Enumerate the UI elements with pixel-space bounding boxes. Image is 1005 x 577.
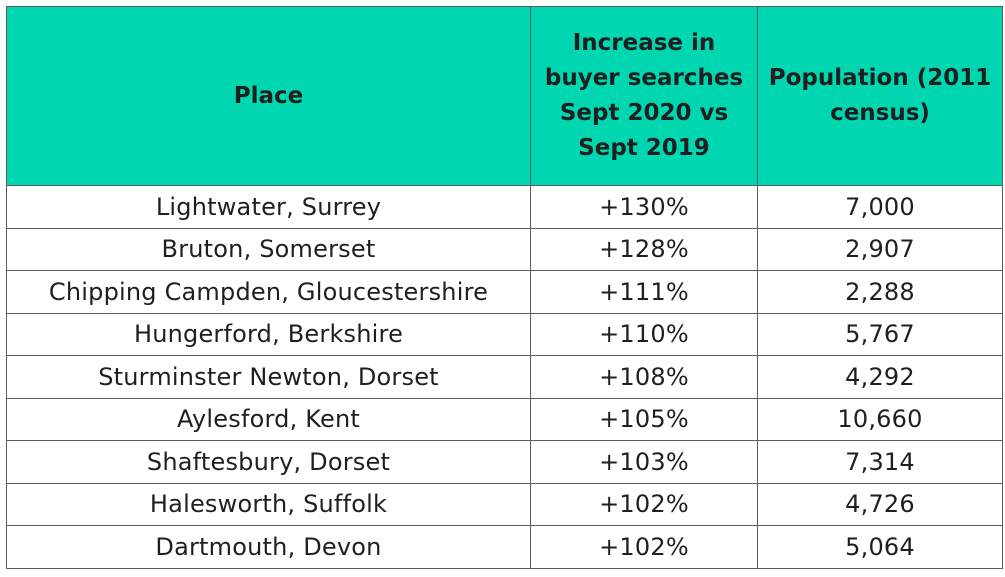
cell-population: 4,726 <box>757 482 1003 526</box>
header-increase: Increase in buyer searches Sept 2020 vs … <box>530 6 758 186</box>
cell-place: Bruton, Somerset <box>6 227 531 271</box>
cell-population: 4,292 <box>757 355 1003 399</box>
cell-increase: +130% <box>530 185 758 229</box>
header-place: Place <box>6 6 531 186</box>
header-population-label: Population (2011 census) <box>768 65 992 126</box>
cell-population: 2,288 <box>757 270 1003 314</box>
cell-place: Aylesford, Kent <box>6 397 531 441</box>
cell-increase: +103% <box>530 440 758 484</box>
table-row: Chipping Campden, Gloucestershire +111% … <box>6 270 1003 314</box>
cell-increase: +102% <box>530 525 758 569</box>
cell-population: 5,767 <box>757 312 1003 356</box>
cell-population: 7,314 <box>757 440 1003 484</box>
cell-increase: +102% <box>530 482 758 526</box>
cell-increase: +128% <box>530 227 758 271</box>
cell-increase: +108% <box>530 355 758 399</box>
header-population: Population (2011 census) <box>757 6 1003 186</box>
cell-increase: +110% <box>530 312 758 356</box>
cell-increase: +111% <box>530 270 758 314</box>
table-row: Aylesford, Kent +105% 10,660 <box>6 397 1003 441</box>
cell-place: Chipping Campden, Gloucestershire <box>6 270 531 314</box>
header-row: Place Increase in buyer searches Sept 20… <box>6 6 1003 186</box>
table-row: Lightwater, Surrey +130% 7,000 <box>6 185 1003 229</box>
cell-place: Hungerford, Berkshire <box>6 312 531 356</box>
buyer-searches-table: Place Increase in buyer searches Sept 20… <box>6 6 1003 569</box>
cell-place: Dartmouth, Devon <box>6 525 531 569</box>
table-row: Shaftesbury, Dorset +103% 7,314 <box>6 440 1003 484</box>
cell-increase: +105% <box>530 397 758 441</box>
table-row: Halesworth, Suffolk +102% 4,726 <box>6 482 1003 526</box>
table-row: Hungerford, Berkshire +110% 5,767 <box>6 312 1003 356</box>
cell-place: Shaftesbury, Dorset <box>6 440 531 484</box>
header-increase-label: Increase in buyer searches Sept 2020 vs … <box>544 30 744 161</box>
cell-population: 7,000 <box>757 185 1003 229</box>
table-row: Sturminster Newton, Dorset +108% 4,292 <box>6 355 1003 399</box>
cell-population: 10,660 <box>757 397 1003 441</box>
cell-place: Sturminster Newton, Dorset <box>6 355 531 399</box>
cell-population: 2,907 <box>757 227 1003 271</box>
table-row: Dartmouth, Devon +102% 5,064 <box>6 525 1003 569</box>
table-row: Bruton, Somerset +128% 2,907 <box>6 227 1003 271</box>
header-place-label: Place <box>233 82 304 109</box>
cell-population: 5,064 <box>757 525 1003 569</box>
cell-place: Lightwater, Surrey <box>6 185 531 229</box>
cell-place: Halesworth, Suffolk <box>6 482 531 526</box>
